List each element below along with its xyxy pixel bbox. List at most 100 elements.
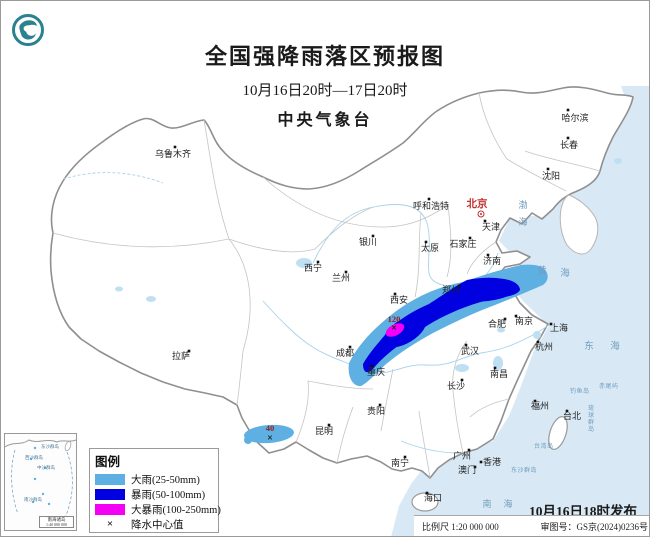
inset-island-label: 西沙群岛: [25, 455, 43, 460]
cma-logo-icon: [12, 14, 44, 46]
city-label: 海口: [424, 492, 442, 503]
city-dot: [503, 317, 507, 321]
city-dot: [370, 364, 374, 368]
city-dot: [344, 270, 348, 274]
city-label: 杭州: [535, 341, 553, 352]
city-label: 长春: [560, 139, 578, 150]
city-label: 南宁: [391, 457, 409, 468]
city-dot: [378, 403, 382, 407]
city-dot: [483, 219, 487, 223]
legend-item-label: 降水中心值: [131, 520, 184, 531]
inset-scale: 1:40 000 000: [45, 522, 68, 527]
city-label: 上海: [550, 322, 568, 333]
city-label: 天津: [482, 222, 500, 232]
city-label: 台北: [563, 410, 581, 421]
sea-labels: 渤海黄 海东 海南海: [482, 199, 620, 509]
legend-swatch: [95, 474, 125, 485]
city-dot: [566, 136, 570, 140]
isl-label: 钓鱼岛: [570, 387, 589, 395]
title-block: 全国强降雨落区预报图 10月16日20时—17日20时 中央气象台: [1, 39, 649, 130]
city-dot: [327, 423, 331, 427]
city-label: 澳门: [458, 464, 476, 475]
legend-swatch: [95, 504, 125, 515]
city-dot: [565, 409, 569, 413]
sea-area: [391, 86, 649, 536]
rain-zones: [244, 264, 548, 444]
city-dot: [187, 349, 191, 353]
city-label: 沈阳: [542, 170, 560, 181]
sea-label: 东海: [584, 340, 620, 352]
legend-swatch: [95, 489, 125, 500]
isl-label: 台湾岛: [534, 442, 553, 450]
city-dot: [549, 322, 553, 326]
city-dot: [424, 240, 428, 244]
legend-item-label: 大雨(25-50mm): [131, 475, 200, 486]
legend-rows: 大雨(25-50mm) 暴雨(50-100mm) 大暴雨(100-250mm) × 降水…: [95, 474, 221, 532]
capital-name: 北京: [467, 197, 488, 210]
precip-center-cross-icon: ×: [267, 433, 273, 444]
city-label: 呼和浩特: [413, 200, 449, 211]
legend-item: 大暴雨(100-250mm): [95, 504, 221, 516]
inset-island-label: 南沙群岛: [24, 497, 42, 502]
south-china-sea-inset: 东沙群岛 西沙群岛 中沙群岛 南沙群岛 南海诸岛 1:40 000 000: [4, 433, 77, 531]
rainstorm-core-west: [383, 314, 427, 348]
city-dot: [457, 284, 461, 288]
map-scale: 比例尺 1:20 000 000: [422, 521, 499, 532]
china-landmass: [49, 86, 634, 479]
forecast-period: 10月16日20时—17日20时: [242, 83, 408, 99]
isl-label: 东沙群岛: [511, 466, 537, 474]
legend-title: 图例: [95, 455, 121, 469]
city-dot: [464, 343, 468, 347]
city-dot: [566, 108, 570, 112]
city-label: 西宁: [304, 262, 322, 273]
city-dot: [473, 465, 477, 469]
city-label: 香港: [483, 456, 501, 467]
city-dot: [403, 455, 407, 459]
province-borders: [52, 92, 601, 479]
city-label: 重庆: [367, 366, 385, 377]
map-title: 全国强降雨落区预报图: [204, 44, 445, 69]
city-dot: [173, 145, 177, 149]
city-dot: [371, 234, 375, 238]
city-dot: [425, 491, 429, 495]
city-dot: [427, 197, 431, 201]
legend-box: 图例 大雨(25-50mm) 暴雨(50-100mm) 大暴雨(100-250mm)…: [89, 448, 221, 533]
sea-label: 渤海: [518, 199, 527, 227]
city-label: 成都: [336, 347, 354, 358]
legend-item: × 降水中心值: [95, 519, 213, 532]
inset-island-label: 东沙群岛: [41, 444, 59, 449]
city-dot: [514, 314, 518, 318]
city-dot: [467, 448, 471, 452]
lakes: [115, 158, 622, 372]
city-dot: [348, 345, 352, 349]
city-label: 兰州: [332, 272, 350, 283]
capital-marker-dot: [480, 213, 482, 215]
city-label: 银川: [359, 236, 377, 247]
city-dot: [468, 236, 472, 240]
city-dot: [546, 167, 550, 171]
city-label: 拉萨: [172, 350, 190, 361]
hainan-island: [411, 492, 439, 512]
korea-peninsula: [559, 194, 599, 255]
city-dot: [479, 460, 483, 464]
city-label: 西安: [390, 294, 408, 305]
city-dot: [536, 340, 540, 344]
rainstorm-band: [363, 277, 520, 373]
city-label: 乌鲁木齐: [155, 148, 191, 159]
sea-label: 黄海: [537, 265, 570, 279]
agency-name: 中央气象台: [277, 112, 373, 129]
city-label: 广州: [453, 450, 471, 461]
precip-center-cross-icon: ×: [391, 323, 397, 334]
severe-rainstorm-spot: [385, 323, 405, 337]
city-label: 福州: [531, 400, 549, 411]
inset-island-label: 中沙群岛: [37, 465, 55, 470]
precip-center-marks: 120×40×: [266, 314, 401, 444]
city-label: 贵阳: [367, 405, 385, 416]
taiwan-island: [548, 416, 568, 450]
city-label: 合肥: [488, 318, 506, 329]
inset-map: [4, 439, 77, 519]
legend-item-label: 暴雨(50-100mm): [131, 490, 206, 501]
sea-label: 南海: [482, 498, 512, 509]
city-label: 石家庄: [449, 238, 476, 249]
